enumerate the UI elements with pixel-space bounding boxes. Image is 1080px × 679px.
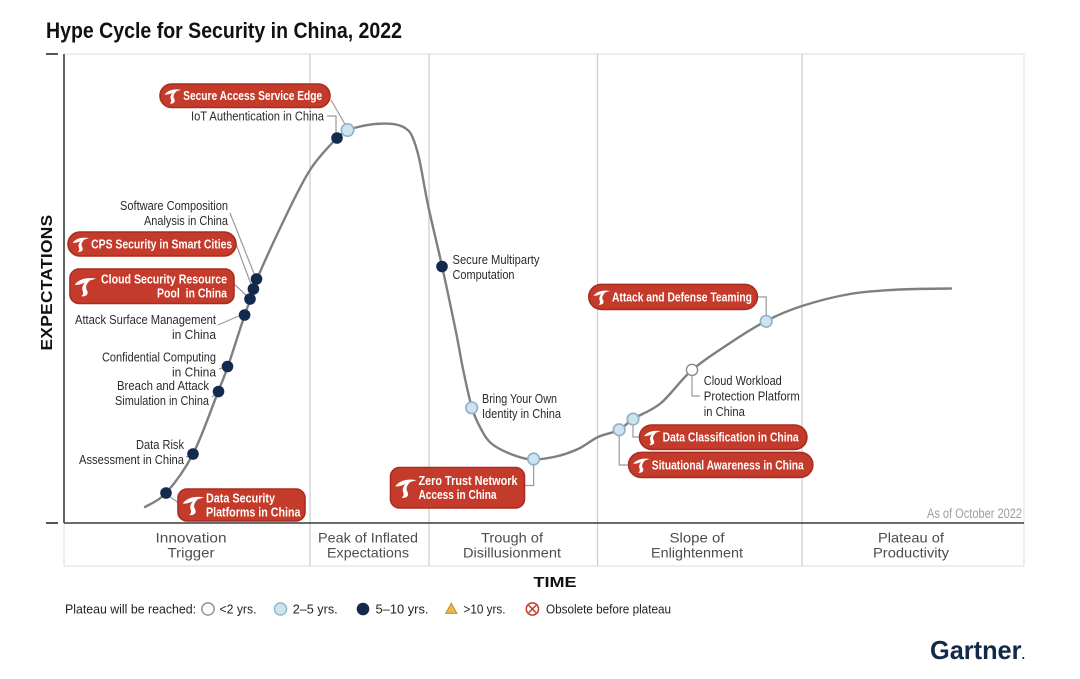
svg-text:IoT Authentication in China: IoT Authentication in China [191, 110, 324, 124]
svg-text:Plateau of: Plateau of [878, 530, 944, 546]
svg-text:Secure Multiparty: Secure Multiparty [453, 253, 541, 267]
svg-text:Computation: Computation [453, 268, 515, 282]
svg-text:5–10 yrs.: 5–10 yrs. [376, 602, 429, 617]
svg-text:Productivity: Productivity [873, 545, 949, 561]
svg-text:Bring Your Own: Bring Your Own [482, 392, 557, 406]
svg-text:Expectations: Expectations [327, 545, 409, 561]
svg-text:Access in China: Access in China [419, 488, 498, 502]
svg-text:Situational Awareness in China: Situational Awareness in China [652, 458, 805, 472]
svg-text:Slope of: Slope of [670, 530, 725, 546]
svg-text:Data Classification in China: Data Classification in China [663, 431, 800, 445]
svg-text:Identity in China: Identity in China [482, 407, 561, 421]
svg-text:Innovation: Innovation [156, 530, 227, 546]
svg-text:Breach and Attack: Breach and Attack [117, 379, 210, 393]
svg-text:Plateau will be reached:: Plateau will be reached: [65, 602, 196, 617]
svg-text:Secure Access Service Edge: Secure Access Service Edge [183, 89, 322, 103]
svg-text:Data Risk: Data Risk [136, 438, 185, 452]
svg-text:Disillusionment: Disillusionment [463, 545, 561, 561]
svg-text:Obsolete before plateau: Obsolete before plateau [546, 602, 671, 617]
svg-text:Zero Trust Network: Zero Trust Network [419, 474, 518, 488]
svg-text:Protection Platform: Protection Platform [704, 390, 800, 404]
svg-text:<2 yrs.: <2 yrs. [220, 602, 257, 617]
svg-text:Data Security: Data Security [206, 491, 275, 505]
svg-text:Confidential Computing: Confidential Computing [102, 351, 216, 365]
svg-text:Attack Surface Management: Attack Surface Management [75, 313, 216, 327]
svg-text:Gartner.: Gartner. [930, 635, 1025, 665]
svg-text:CPS Security in Smart Cities: CPS Security in Smart Cities [91, 237, 232, 251]
svg-text:in China: in China [172, 366, 216, 380]
svg-text:Cloud Workload: Cloud Workload [704, 374, 782, 388]
svg-text:Assessment in China: Assessment in China [79, 453, 184, 467]
svg-text:Hype Cycle for Security in Chi: Hype Cycle for Security in China, 2022 [46, 18, 402, 43]
svg-text:Peak of Inflated: Peak of Inflated [318, 530, 418, 546]
svg-text:As of October 2022: As of October 2022 [927, 506, 1022, 521]
svg-text:Enlightenment: Enlightenment [651, 545, 743, 561]
svg-text:Attack and Defense Teaming: Attack and Defense Teaming [612, 290, 752, 304]
svg-text:EXPECTATIONS: EXPECTATIONS [39, 215, 56, 351]
svg-text:>10 yrs.: >10 yrs. [464, 602, 506, 617]
svg-text:TIME: TIME [534, 575, 577, 591]
svg-text:Trough of: Trough of [481, 530, 543, 546]
svg-text:Software Composition: Software Composition [120, 199, 228, 213]
svg-text:in China: in China [172, 328, 216, 342]
svg-text:in China: in China [704, 405, 745, 419]
svg-text:2–5 yrs.: 2–5 yrs. [293, 602, 338, 617]
svg-text:Simulation in China: Simulation in China [115, 394, 209, 408]
svg-text:Cloud Security Resource: Cloud Security Resource [101, 273, 227, 287]
svg-text:Pool in China: Pool in China [157, 287, 228, 301]
svg-text:Trigger: Trigger [168, 545, 215, 561]
svg-text:Platforms in China: Platforms in China [206, 505, 301, 519]
svg-text:Analysis in China: Analysis in China [144, 214, 228, 228]
